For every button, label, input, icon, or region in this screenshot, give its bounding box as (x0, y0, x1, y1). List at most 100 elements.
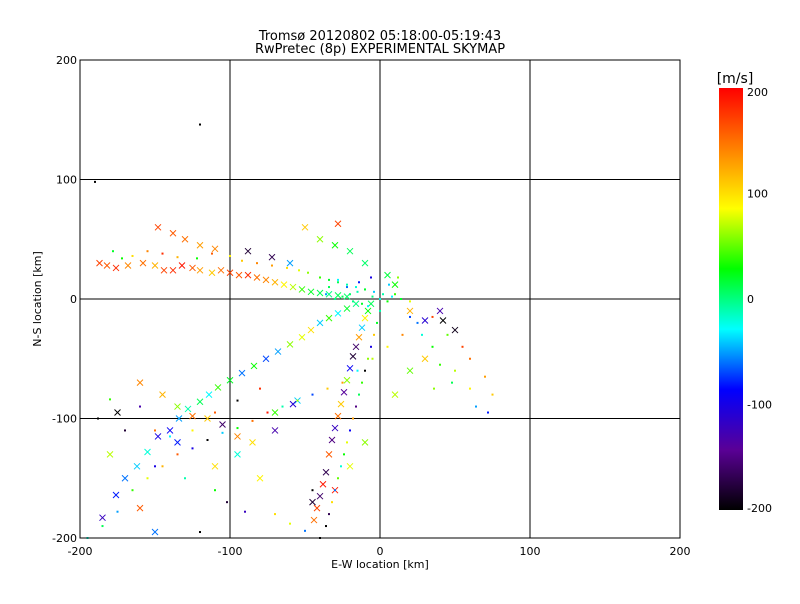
data-point-cross (196, 398, 204, 406)
data-point-dot (376, 321, 378, 324)
data-point-cross (391, 391, 399, 398)
data-point-cross (289, 400, 297, 408)
y-tick-label: -200 (52, 532, 77, 545)
data-point-cross (189, 412, 196, 420)
x-tick-label: -100 (218, 545, 243, 558)
data-point-cross (99, 514, 106, 522)
x-tick-label: 0 (377, 545, 384, 558)
data-point-cross (334, 309, 342, 317)
data-point-dot (199, 123, 201, 126)
data-point-dot (346, 283, 348, 286)
data-point-dot (391, 295, 393, 298)
data-point-cross (139, 259, 147, 267)
data-point-cross (343, 376, 351, 384)
data-point-dot (484, 375, 486, 378)
data-point-dot (446, 333, 449, 336)
data-point-dot (356, 369, 359, 372)
data-point-dot (101, 525, 104, 528)
data-point-dot (433, 387, 435, 390)
data-point-dot (349, 429, 351, 432)
data-point-cross (196, 241, 204, 249)
data-point-cross (169, 266, 177, 274)
data-point-cross (244, 247, 252, 255)
data-point-dot (214, 489, 216, 492)
data-point-dot (256, 262, 258, 265)
data-point-dot (356, 290, 359, 293)
data-point-dot (236, 427, 239, 430)
data-point-dot (491, 393, 494, 396)
data-point-dot (370, 345, 372, 348)
data-point-cross (361, 439, 369, 446)
data-point-cross (316, 235, 324, 243)
data-point-cross (196, 266, 204, 274)
data-point-cross (334, 292, 342, 299)
data-point-dot (469, 387, 471, 390)
data-point-dot (416, 321, 419, 324)
data-point-dot (355, 286, 357, 289)
data-point-dot (346, 286, 348, 289)
data-point-dot (367, 357, 369, 360)
data-point-cross (316, 319, 324, 327)
data-point-dot (386, 300, 389, 303)
data-point-dot (431, 345, 434, 348)
data-point-cross (235, 271, 243, 279)
data-point-dot (241, 259, 243, 262)
data-point-dot (341, 381, 344, 384)
data-point-cross (361, 314, 369, 322)
chart-title: Tromsø 20120802 05:18:00-05:19:43 (258, 29, 501, 44)
data-point-dot (281, 405, 284, 408)
data-point-dot (176, 256, 179, 259)
data-point-dot (334, 298, 336, 300)
data-point-cross (439, 317, 447, 324)
data-point-dot (191, 447, 194, 450)
data-point-cross (298, 286, 306, 293)
x-tick-label: -200 (68, 545, 93, 558)
data-point-cross (274, 348, 282, 355)
data-point-cross (421, 355, 429, 363)
data-point-cross (286, 259, 294, 267)
data-point-cross (151, 262, 159, 269)
data-point-cross (316, 289, 324, 297)
data-point-dot (328, 513, 330, 516)
data-point-dot (469, 357, 471, 360)
data-point-cross (112, 491, 120, 499)
data-point-dot (211, 252, 213, 255)
data-point-cross (112, 264, 120, 272)
data-point-dot (334, 489, 336, 492)
data-point-dot (340, 465, 342, 468)
data-point-dot (397, 276, 399, 279)
data-point-dot (154, 429, 156, 432)
data-point-cross (289, 283, 297, 291)
data-point-dot (326, 387, 329, 390)
chart-subtitle: RwPretec (8p) EXPERIMENTAL SKYMAP (255, 42, 505, 57)
data-point-dot (131, 489, 134, 492)
data-point-dot (370, 276, 372, 279)
colorbar (719, 88, 743, 510)
data-point-cross (349, 353, 357, 360)
data-point-dot (121, 257, 123, 260)
colorbar-tick-label: 100 (747, 188, 768, 201)
data-point-dot (451, 381, 453, 384)
data-point-cross (328, 436, 336, 444)
data-point-dot (319, 276, 321, 279)
data-point-cross (331, 241, 339, 249)
data-point-dot (139, 405, 141, 408)
data-point-dot (311, 489, 314, 492)
data-point-dot (154, 465, 156, 468)
data-point-dot (184, 477, 186, 480)
data-point-cross (205, 391, 213, 398)
data-point-dot (196, 257, 198, 260)
data-point-cross (340, 388, 348, 396)
data-point-dot (352, 300, 354, 303)
data-point-dot (161, 252, 164, 255)
data-point-dot (382, 293, 384, 296)
data-point-cross (364, 307, 372, 315)
data-point-cross (322, 468, 330, 476)
data-point-cross (189, 264, 196, 272)
data-point-cross (175, 415, 183, 422)
y-tick-label: 200 (56, 54, 77, 67)
data-point-dot (307, 271, 309, 274)
data-point-cross (346, 247, 354, 255)
data-point-dot (431, 315, 434, 318)
